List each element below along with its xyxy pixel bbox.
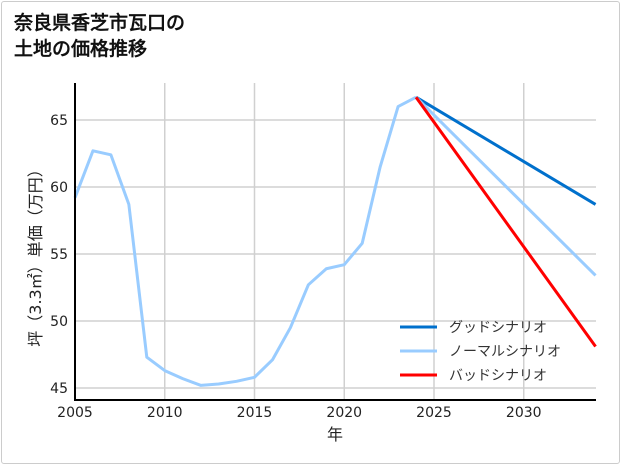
chart-title: 奈良県香芝市瓦口の 土地の価格推移 (14, 10, 185, 62)
legend-label: バッドシナリオ (449, 368, 547, 384)
y-tick-label: 55 (50, 247, 68, 263)
series-line-3 (414, 96, 597, 348)
x-tick-label: 2025 (416, 405, 452, 421)
chart-title-line-1: 奈良県香芝市瓦口の (14, 12, 186, 34)
y-tick-label: 60 (50, 180, 68, 196)
series-line-1 (415, 95, 597, 206)
x-tick-label: 2030 (506, 405, 542, 421)
x-tick-label: 2020 (326, 405, 362, 421)
chart-title-line-2: 土地の価格推移 (14, 38, 148, 60)
series-line-2 (414, 96, 597, 277)
legend-label: ノーマルシナリオ (449, 344, 561, 360)
y-axis-label: 坪（3.3㎡）単価（万円） (26, 161, 45, 346)
series-lines (73, 95, 597, 387)
axes (74, 83, 596, 401)
legend-label: グッドシナリオ (449, 320, 547, 336)
tick-labels: 2005 2010 2015 2020 2025 2030 45 50 55 60 65 (50, 113, 541, 421)
y-tick-label: 45 (50, 381, 68, 397)
x-tick-label: 2010 (147, 405, 183, 421)
y-tick-label: 65 (50, 113, 68, 129)
x-axis-label: 年 (327, 425, 343, 444)
x-tick-label: 2005 (57, 405, 93, 421)
series-line-0 (73, 95, 417, 387)
x-tick-label: 2015 (237, 405, 273, 421)
y-tick-label: 50 (50, 314, 68, 330)
